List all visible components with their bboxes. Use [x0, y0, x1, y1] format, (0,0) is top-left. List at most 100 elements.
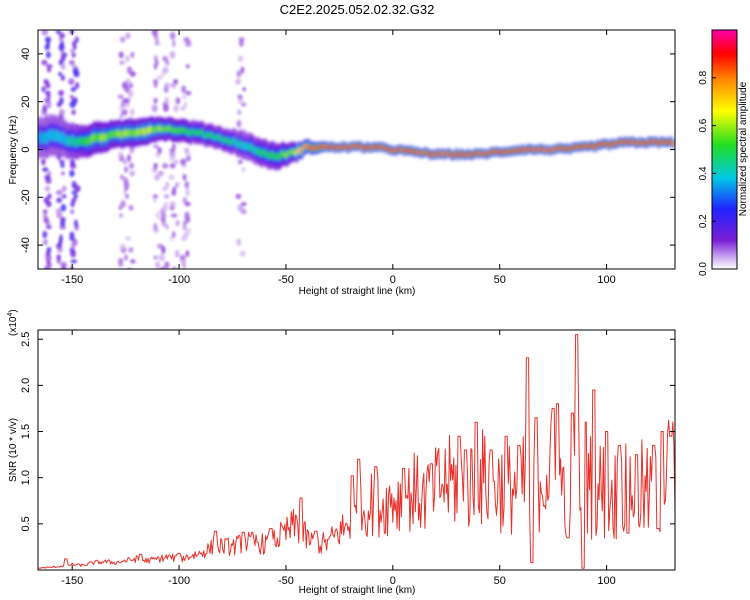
- noise-blob: [237, 94, 243, 100]
- colorbar-frame: [711, 29, 738, 270]
- noise-blob: [164, 201, 169, 207]
- noise-blob: [164, 96, 169, 105]
- noise-blob: [71, 197, 77, 203]
- noise-blob: [124, 236, 132, 241]
- noise-blob: [129, 170, 135, 177]
- noise-blob: [68, 59, 75, 66]
- y-tick-label: 0: [20, 146, 32, 152]
- noise-blob: [68, 78, 75, 86]
- colorbar-tick-label: 0.4: [698, 166, 709, 180]
- noise-blob: [59, 216, 66, 222]
- noise-blob: [156, 75, 163, 81]
- noise-blob: [179, 254, 186, 261]
- noise-blob: [159, 266, 166, 269]
- colorbar-tick-label: 0.6: [698, 118, 709, 132]
- noise-blob: [44, 113, 50, 119]
- noise-blob: [124, 254, 129, 261]
- noise-blob: [74, 219, 78, 227]
- noise-blob: [168, 174, 175, 180]
- noise-blob: [240, 201, 247, 207]
- y-tick-label: -20: [20, 189, 32, 205]
- noise-blob: [175, 181, 180, 188]
- noise-blob: [169, 151, 176, 158]
- noise-blob: [157, 147, 162, 154]
- noise-blob: [46, 64, 53, 69]
- noise-blob: [43, 239, 48, 246]
- spectrogram-x-ticks: -150 -100 -50 0 50 100: [61, 30, 616, 286]
- noise-blob: [60, 74, 66, 81]
- x-tick-label: -150: [61, 274, 83, 286]
- y-tick-label: 1.0: [20, 470, 32, 485]
- noise-blob: [152, 79, 159, 84]
- noise-blob: [70, 48, 76, 54]
- spectrogram-y-ticks: -40 -20 0 20 40: [20, 48, 675, 253]
- noise-blob: [60, 204, 67, 212]
- noise-blob: [124, 193, 130, 200]
- noise-blob: [162, 162, 169, 169]
- noise-blob: [126, 266, 132, 269]
- noise-blob: [173, 78, 179, 85]
- noise-blob: [181, 85, 186, 94]
- colorbar: 0.0 0.2 0.4 0.6 0.8 Normalized spectral ampl…: [698, 29, 749, 276]
- noise-blob: [118, 257, 124, 265]
- noise-blob: [71, 96, 78, 105]
- y-tick-label: 0.5: [20, 516, 32, 531]
- noise-blob: [71, 64, 77, 69]
- noise-blob: [126, 154, 132, 162]
- noise-blob: [44, 185, 51, 192]
- noise-blob: [237, 204, 244, 212]
- noise-blob: [71, 109, 76, 116]
- noise-blob: [154, 41, 160, 46]
- noise-blob: [164, 261, 170, 269]
- x-tick-label: 0: [390, 274, 396, 286]
- noise-blob: [42, 167, 49, 173]
- colorbar-ticks: 0.0 0.2 0.4 0.6 0.8: [698, 70, 716, 276]
- noise-blob: [42, 209, 48, 215]
- noise-blob: [117, 94, 124, 100]
- noise-blob: [155, 211, 161, 220]
- snr-y-multiplier-close: ): [8, 309, 19, 312]
- noise-blob: [119, 60, 125, 65]
- noise-blob: [170, 31, 176, 40]
- snr-y-ticks: 0.5 1.0 1.5 2.0 2.5: [20, 332, 675, 531]
- x-tick-label: 100: [597, 575, 615, 587]
- noise-blob: [69, 94, 74, 100]
- noise-blob: [172, 143, 176, 151]
- noise-blob: [41, 158, 46, 166]
- noise-blob: [119, 213, 123, 218]
- noise-blob: [44, 36, 52, 43]
- noise-blob: [61, 194, 67, 199]
- spectrogram-panel: -150 -100 -50 0 50 100 -40 -20 0 20 40 Height of …: [8, 29, 676, 297]
- noise-blob: [169, 50, 176, 59]
- noise-blob: [129, 108, 135, 116]
- noise-blob: [185, 188, 190, 197]
- noise-blob: [125, 55, 130, 63]
- noise-blob: [151, 30, 158, 36]
- noise-blob: [169, 162, 176, 169]
- noise-blob: [236, 109, 242, 116]
- noise-blob: [42, 230, 48, 239]
- noise-blob: [70, 259, 77, 264]
- noise-blob: [61, 185, 67, 192]
- noise-blob: [129, 82, 133, 89]
- noise-blob: [153, 162, 158, 169]
- noise-blob: [153, 255, 159, 260]
- colorbar-label: Normalized spectral amplitude: [738, 81, 749, 216]
- noise-blob: [122, 158, 128, 166]
- chart-title: C2E2.2025.052.02.32.G32: [280, 2, 435, 17]
- noise-blob: [235, 78, 241, 85]
- noise-blob: [165, 223, 169, 231]
- noise-blob: [130, 259, 136, 264]
- noise-blob: [169, 201, 176, 207]
- noise-blob: [153, 54, 158, 63]
- noise-blob: [183, 101, 188, 108]
- noise-blob: [71, 40, 77, 46]
- snr-y-label: SNR (10 * v/v): [8, 418, 19, 482]
- noise-blob: [240, 66, 245, 74]
- noise-blob: [164, 82, 170, 89]
- x-tick-label: -100: [168, 274, 190, 286]
- noise-blob: [119, 243, 126, 249]
- noise-blob: [182, 173, 187, 181]
- noise-blob: [120, 174, 125, 181]
- y-tick-label: 40: [20, 48, 32, 60]
